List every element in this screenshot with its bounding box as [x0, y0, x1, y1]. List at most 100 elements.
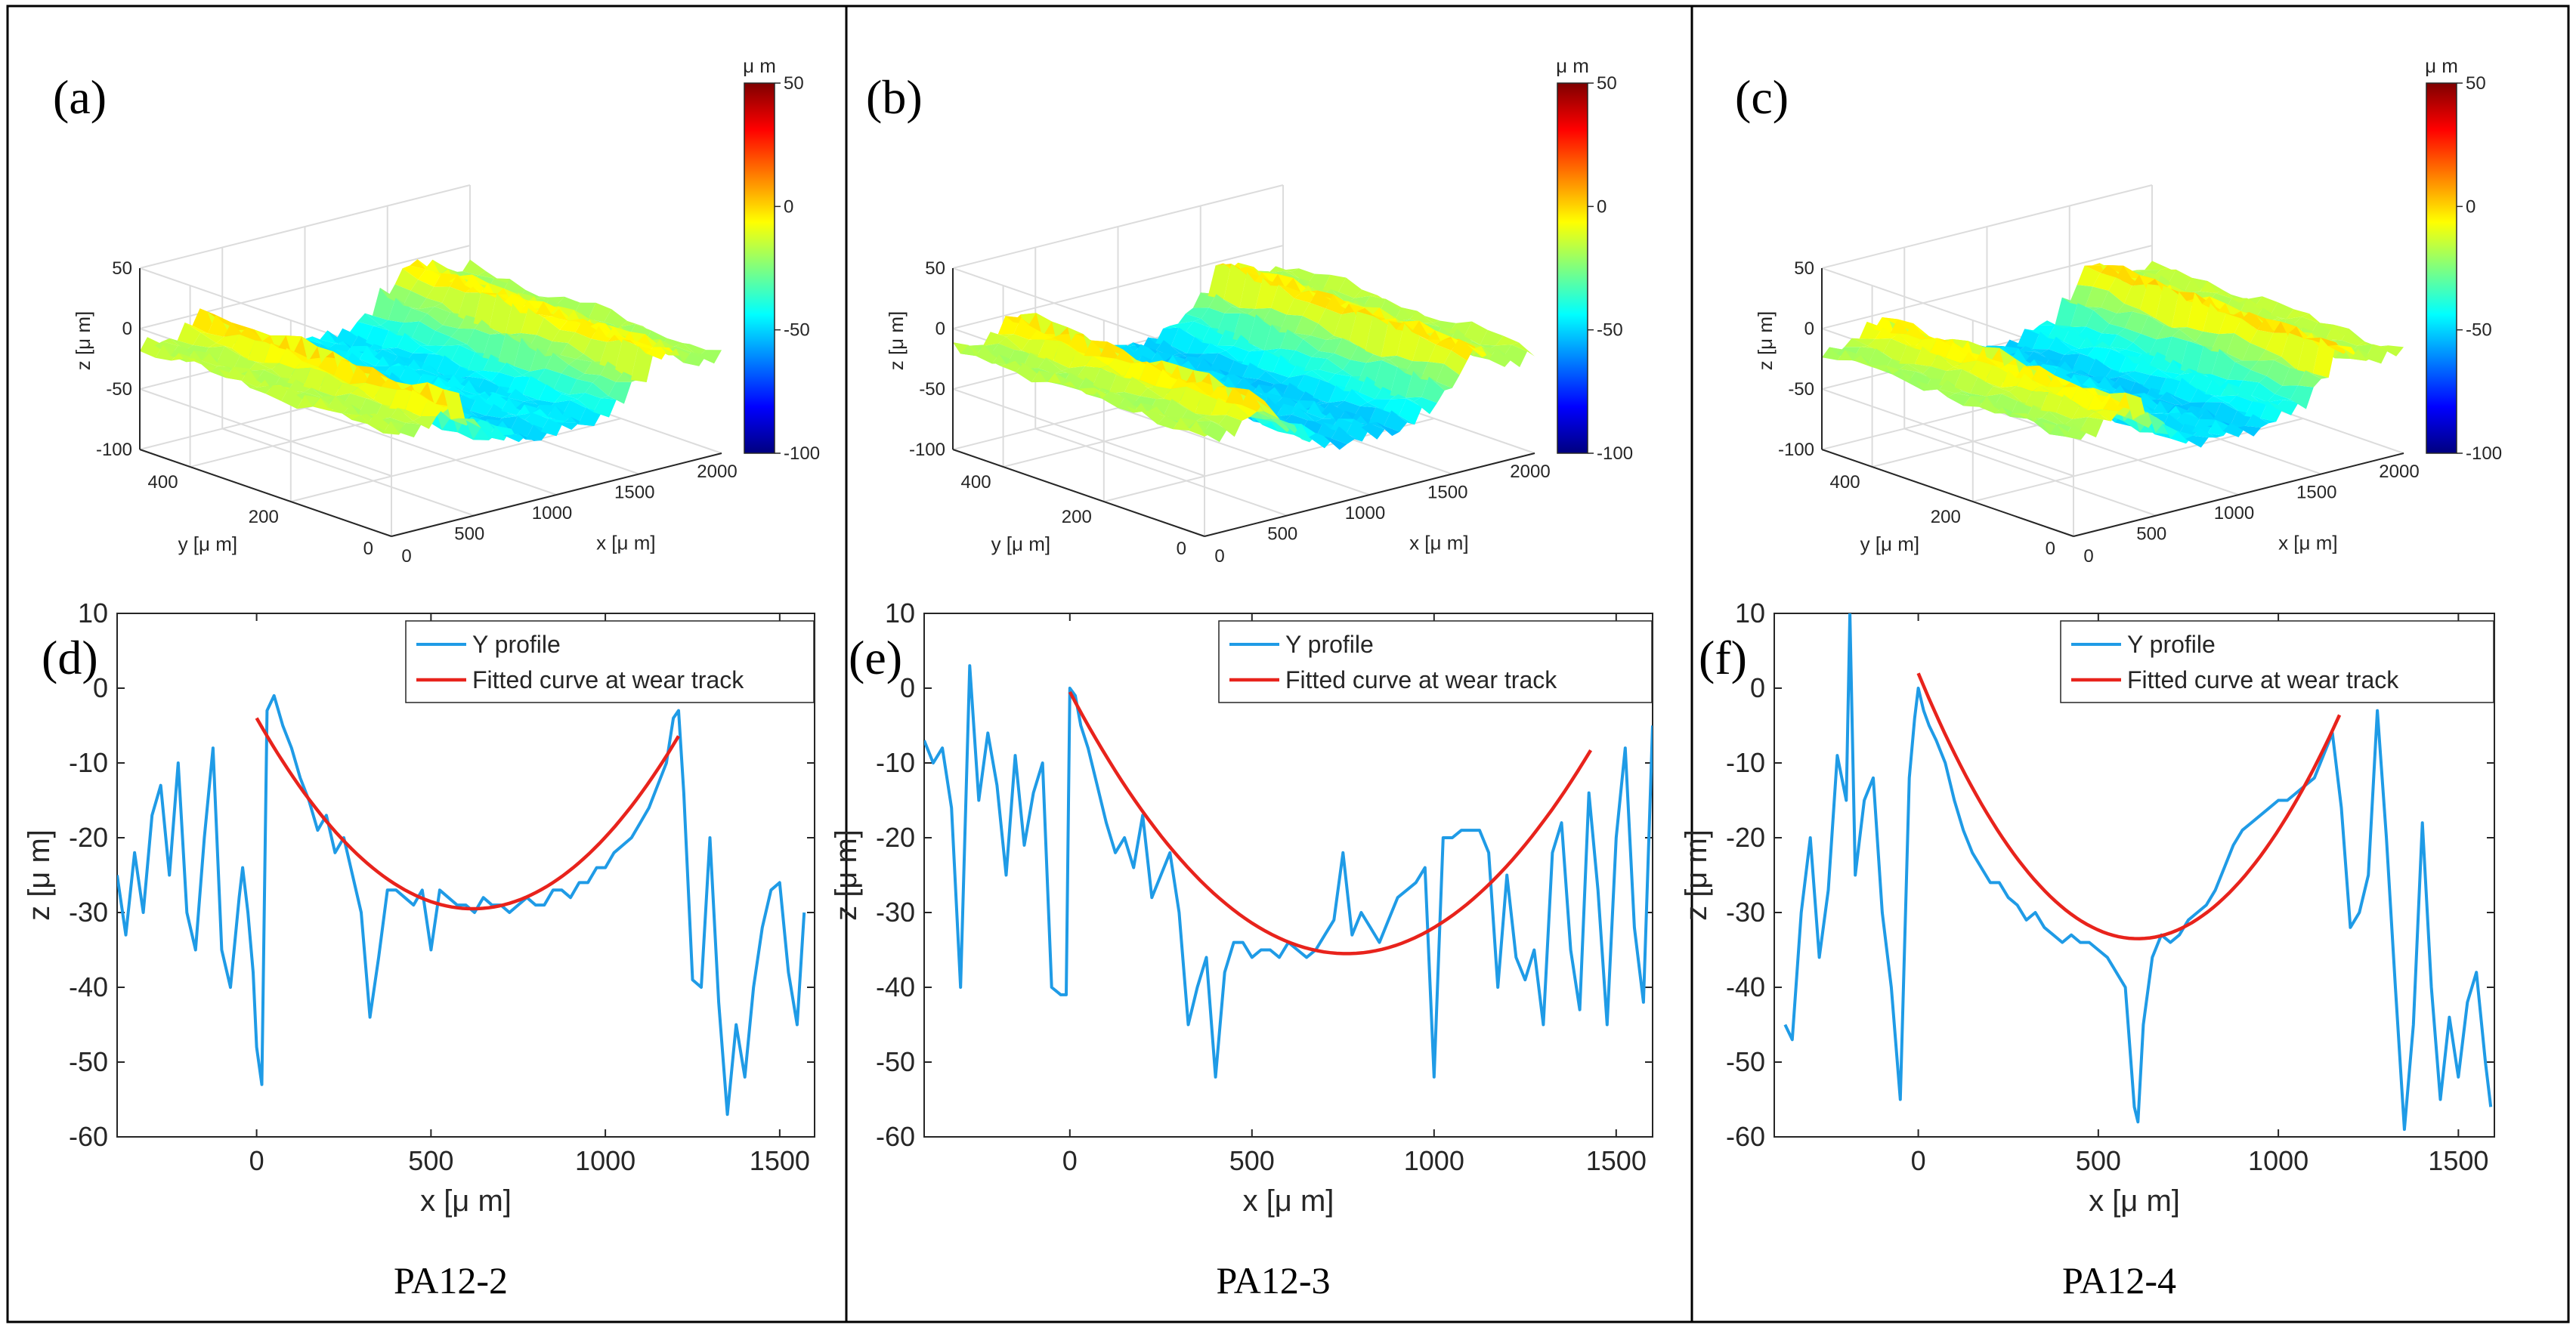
surface-patch	[1443, 336, 1467, 344]
surface-patch	[1368, 407, 1392, 426]
x-tick-label: 1000	[575, 1145, 635, 1176]
panel-label: (e)	[849, 631, 902, 684]
surface-patch	[553, 373, 577, 395]
surface-patch	[1414, 397, 1437, 415]
surface-patch	[2102, 397, 2126, 412]
surface-patch	[1853, 355, 1877, 369]
surface-patch	[1412, 336, 1436, 362]
surface-patch	[2132, 333, 2157, 355]
colorbar-tick-label: -100	[1597, 443, 1633, 464]
colorbar-unit: μ m	[743, 54, 776, 77]
legend-box	[2060, 620, 2494, 703]
surface-patch	[2079, 336, 2103, 349]
surface-patch	[600, 361, 623, 382]
surface-patch	[1354, 289, 1378, 298]
surface-patch	[1171, 399, 1195, 414]
fitted-curve-line	[1916, 672, 2342, 940]
y-tick-label: 10	[1735, 598, 1765, 628]
surface-patch	[342, 382, 366, 388]
surface-patch	[2087, 412, 2111, 422]
surface-patch	[248, 362, 272, 371]
surface-patch	[1248, 314, 1272, 351]
surface-patch	[1053, 341, 1077, 369]
surface-patch	[1257, 350, 1281, 372]
surface-patch	[2071, 347, 2095, 357]
colorbar-tick-label: -50	[784, 320, 810, 341]
surface-patch	[2087, 347, 2111, 364]
surface-patch	[1383, 398, 1407, 415]
surface-patch	[1375, 387, 1399, 400]
surface-patch	[2254, 296, 2278, 315]
grid-line	[305, 407, 557, 496]
surface-patch	[444, 355, 468, 371]
x-axis-label: x [μ m]	[596, 532, 656, 554]
surface-patch	[1241, 389, 1265, 412]
surface-patch	[552, 352, 577, 365]
surface-patch	[1178, 378, 1202, 384]
surface-patch	[2302, 313, 2325, 328]
surface-patch	[1291, 268, 1315, 286]
surface-patch	[489, 293, 513, 335]
surface-patch	[1851, 338, 1876, 346]
y-tick-label: 200	[249, 507, 279, 527]
surface-patch	[1062, 381, 1087, 394]
surface-patch	[1900, 363, 1923, 374]
surface-patch	[1489, 347, 1513, 367]
surface-patch	[1248, 389, 1273, 410]
surface-patch	[2242, 342, 2266, 361]
surface-patch	[1954, 369, 1978, 394]
y-tick-label: -30	[1726, 897, 1765, 928]
surface-patch	[554, 394, 578, 403]
legend-box	[1218, 620, 1653, 703]
surface-patch	[2109, 311, 2132, 329]
x-axis	[391, 452, 722, 537]
surface-patch	[2206, 396, 2229, 403]
surface-patch	[1373, 354, 1397, 360]
surface-patch	[1504, 344, 1528, 367]
x-tick-label: 500	[454, 524, 484, 545]
surface-patch	[2149, 351, 2173, 372]
y-tick-label: 400	[961, 472, 991, 493]
surface-patch	[2193, 428, 2216, 438]
surface-patch	[2080, 417, 2104, 437]
surface-patch	[2213, 402, 2237, 428]
surface-patch	[2172, 329, 2196, 342]
surface-patch	[1321, 400, 1344, 406]
surface-patch	[2266, 360, 2290, 386]
surface-patch	[1242, 350, 1265, 368]
surface-patch	[615, 339, 639, 380]
x-tick-label: 1500	[1427, 483, 1467, 503]
surface-patch	[1511, 342, 1535, 357]
surface-patch	[508, 388, 531, 402]
surface-patch	[982, 332, 1007, 347]
surface-patch	[2110, 334, 2133, 350]
surface-patch	[1930, 354, 1954, 371]
y-tick-label: -10	[69, 747, 108, 778]
surface-patch	[483, 354, 507, 372]
surface-patch	[1356, 307, 1381, 320]
surface-patch	[1218, 351, 1242, 364]
y-tick-label: -40	[1726, 971, 1765, 1002]
surface-patch	[1288, 350, 1312, 372]
surface-patch	[2188, 368, 2212, 376]
y-tick-label: 200	[1062, 507, 1092, 527]
surface-patch	[1994, 394, 2018, 417]
surface-patch	[1226, 345, 1250, 364]
surface-patch	[264, 369, 288, 383]
surface-patch	[1263, 307, 1287, 332]
surface-patch	[1417, 310, 1441, 323]
surface-patch	[585, 382, 609, 399]
surface-patch	[468, 372, 492, 381]
surface-patch	[2259, 375, 2283, 394]
surface-patch	[567, 332, 592, 354]
surface-patch	[561, 392, 586, 400]
surface-patch	[1899, 345, 1922, 364]
y-tick-label: 400	[148, 472, 178, 493]
surface-patch	[568, 359, 592, 374]
colorbar-tick-label: 0	[784, 196, 793, 217]
surface-patch	[1304, 370, 1328, 382]
surface-patch	[2312, 337, 2336, 378]
x-tick-label: 1500	[750, 1145, 810, 1176]
surface-patch	[2009, 386, 2033, 405]
